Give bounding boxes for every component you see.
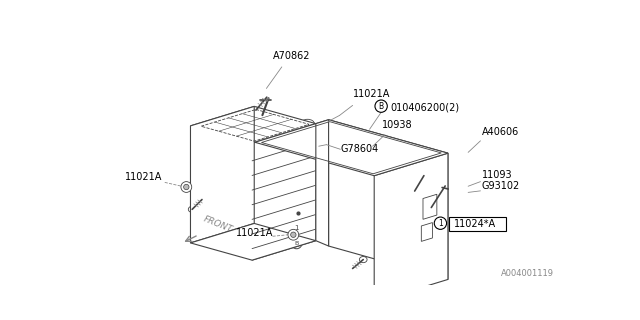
- Ellipse shape: [336, 216, 360, 237]
- Polygon shape: [191, 106, 254, 243]
- Ellipse shape: [422, 171, 429, 177]
- Ellipse shape: [394, 235, 410, 249]
- Circle shape: [307, 228, 312, 234]
- Polygon shape: [191, 223, 316, 260]
- Text: G93102: G93102: [482, 180, 520, 190]
- Circle shape: [304, 132, 315, 143]
- Ellipse shape: [292, 206, 304, 220]
- Text: A004001119: A004001119: [500, 268, 554, 277]
- Ellipse shape: [390, 231, 413, 253]
- Circle shape: [253, 147, 264, 158]
- Ellipse shape: [276, 186, 298, 200]
- Ellipse shape: [271, 208, 302, 229]
- Text: B: B: [294, 241, 299, 246]
- Ellipse shape: [360, 257, 367, 263]
- Circle shape: [433, 265, 445, 277]
- Ellipse shape: [276, 213, 298, 227]
- Text: 11024*A: 11024*A: [454, 219, 495, 229]
- Text: 11093: 11093: [482, 170, 513, 180]
- Ellipse shape: [364, 224, 387, 245]
- Text: 010406200(2): 010406200(2): [390, 103, 460, 113]
- Circle shape: [333, 237, 339, 244]
- Text: 1: 1: [294, 225, 299, 231]
- Ellipse shape: [271, 150, 302, 172]
- Polygon shape: [328, 120, 448, 279]
- Ellipse shape: [278, 172, 318, 218]
- Circle shape: [333, 126, 339, 133]
- Ellipse shape: [188, 206, 196, 212]
- Ellipse shape: [283, 178, 314, 213]
- Polygon shape: [374, 153, 448, 302]
- Circle shape: [181, 182, 192, 192]
- Text: 11021A: 11021A: [353, 89, 390, 99]
- Ellipse shape: [421, 243, 436, 256]
- Text: A70862: A70862: [273, 51, 310, 61]
- Text: 10938: 10938: [382, 120, 413, 130]
- Text: 1: 1: [438, 219, 443, 228]
- Ellipse shape: [276, 128, 298, 142]
- Polygon shape: [252, 124, 316, 260]
- Text: 11021A: 11021A: [125, 172, 162, 182]
- Ellipse shape: [417, 239, 440, 260]
- Circle shape: [433, 152, 445, 164]
- Text: A40606: A40606: [482, 127, 519, 137]
- Circle shape: [256, 244, 261, 249]
- Text: B: B: [379, 102, 384, 111]
- Polygon shape: [423, 194, 437, 219]
- Circle shape: [436, 268, 442, 274]
- Circle shape: [256, 150, 261, 155]
- Ellipse shape: [301, 119, 314, 129]
- Ellipse shape: [271, 123, 302, 144]
- Ellipse shape: [423, 227, 431, 237]
- Circle shape: [330, 124, 342, 136]
- Circle shape: [304, 226, 315, 236]
- Circle shape: [253, 241, 264, 252]
- Ellipse shape: [252, 107, 260, 113]
- Polygon shape: [421, 223, 433, 241]
- Text: 11021A: 11021A: [236, 228, 273, 238]
- Text: FRONT: FRONT: [202, 215, 234, 235]
- Ellipse shape: [276, 156, 298, 170]
- Ellipse shape: [367, 228, 383, 241]
- Circle shape: [288, 229, 299, 240]
- Ellipse shape: [340, 220, 356, 234]
- Circle shape: [291, 232, 296, 237]
- Circle shape: [330, 234, 342, 247]
- Polygon shape: [255, 120, 448, 176]
- Polygon shape: [316, 120, 328, 246]
- Ellipse shape: [271, 180, 302, 202]
- Text: G78604: G78604: [340, 144, 379, 154]
- Polygon shape: [191, 106, 316, 143]
- Circle shape: [436, 155, 442, 161]
- Circle shape: [184, 184, 189, 190]
- Circle shape: [307, 134, 312, 140]
